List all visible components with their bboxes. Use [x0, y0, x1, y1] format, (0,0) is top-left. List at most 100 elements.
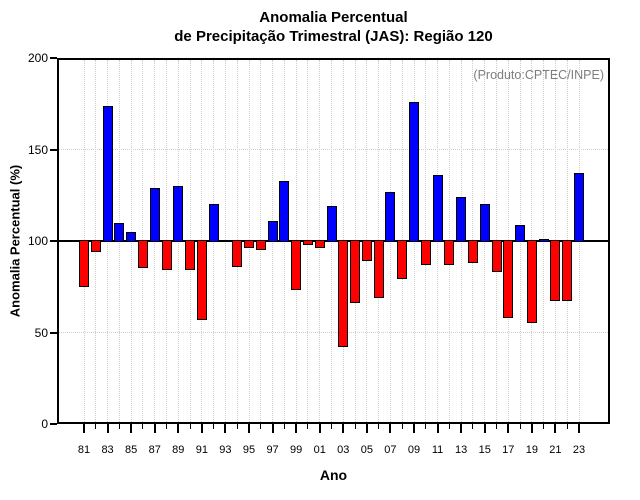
x-tick-19 — [530, 424, 533, 433]
bar-year-92 — [208, 204, 219, 242]
bar-year-01 — [314, 240, 325, 249]
bar-year-19 — [526, 240, 537, 324]
bar-year-06 — [373, 240, 384, 298]
bar-year-82 — [90, 240, 101, 252]
bar-year-11 — [432, 175, 443, 242]
x-tick-95 — [248, 424, 250, 433]
x-tick-06 — [378, 424, 380, 429]
x-tick-85 — [130, 424, 133, 433]
bar-year-94 — [232, 240, 243, 267]
bar-year-85 — [126, 231, 137, 242]
x-tick-18 — [519, 424, 521, 429]
bar-year-95 — [244, 240, 254, 249]
chart-title-line1: Anomalia Percentual — [259, 9, 408, 26]
x-tick-87 — [153, 424, 156, 433]
x-tick-81 — [83, 424, 85, 433]
bar-year-15 — [479, 204, 490, 242]
bar-year-07 — [385, 191, 396, 242]
x-tick-97 — [271, 424, 274, 433]
x-tick-21 — [554, 424, 557, 433]
bar-year-97 — [267, 220, 278, 242]
bar-year-20 — [538, 239, 549, 242]
chart-title: Anomalia Percentual de Precipitação Trim… — [57, 8, 610, 46]
bar-year-88 — [161, 240, 172, 271]
x-tick-96 — [260, 424, 262, 429]
x-tick-label-23: 23 — [572, 444, 586, 456]
bar-year-09 — [409, 101, 419, 242]
bar-year-03 — [338, 240, 349, 348]
chart-title-line2: de Precipitação Trimestral (JAS): Região… — [174, 28, 493, 45]
x-tick-98 — [283, 424, 285, 429]
x-tick-20 — [543, 424, 545, 429]
x-tick-label-09: 09 — [407, 444, 421, 456]
plot-area: (Produto:CPTEC/INPE) — [57, 58, 610, 424]
bar-year-04 — [350, 240, 361, 304]
y-tick-150 — [50, 148, 57, 151]
y-tick-label-50: 50 — [34, 325, 48, 340]
horizontal-gridline — [59, 149, 608, 150]
x-tick-label-17: 17 — [502, 444, 515, 456]
y-tick-0 — [50, 423, 57, 425]
x-tick-label-11: 11 — [431, 444, 444, 456]
bar-year-96 — [255, 240, 266, 251]
x-tick-03 — [342, 424, 345, 433]
bar-year-18 — [515, 224, 526, 242]
x-tick-88 — [166, 424, 167, 429]
x-tick-94 — [236, 424, 238, 429]
x-tick-label-13: 13 — [455, 444, 468, 456]
x-tick-label-15: 15 — [478, 444, 491, 456]
x-tick-label-03: 03 — [337, 444, 350, 456]
bar-year-21 — [550, 240, 561, 302]
x-tick-92 — [213, 424, 215, 429]
bar-year-91 — [196, 240, 207, 320]
y-tick-label-100: 100 — [27, 234, 48, 248]
x-tick-23 — [578, 424, 580, 433]
x-axis-label: Ano — [319, 467, 348, 483]
bar-year-22 — [562, 240, 573, 302]
x-tick-04 — [354, 424, 356, 429]
x-tick-84 — [118, 424, 120, 429]
x-tick-label-07: 07 — [384, 444, 397, 456]
bar-year-99 — [291, 240, 302, 291]
bar-year-84 — [114, 222, 125, 242]
x-tick-label-87: 87 — [148, 444, 161, 456]
x-tick-10 — [425, 424, 427, 429]
x-tick-14 — [472, 424, 474, 429]
x-tick-15 — [483, 424, 486, 433]
y-tick-50 — [50, 331, 57, 334]
horizontal-gridline — [59, 332, 608, 333]
x-tick-02 — [331, 424, 332, 429]
y-tick-label-150: 150 — [27, 142, 48, 157]
x-tick-01 — [318, 424, 321, 433]
x-tick-11 — [436, 424, 439, 433]
bar-year-17 — [503, 240, 514, 318]
x-tick-22 — [566, 424, 568, 429]
x-tick-label-95: 95 — [242, 444, 256, 456]
bar-year-08 — [397, 240, 408, 280]
bar-year-83 — [102, 105, 113, 242]
x-tick-label-93: 93 — [219, 444, 232, 456]
x-tick-82 — [95, 424, 97, 429]
x-tick-label-21: 21 — [549, 444, 562, 456]
x-tick-00 — [307, 424, 309, 429]
x-tick-label-99: 99 — [290, 444, 303, 456]
x-tick-83 — [106, 424, 109, 433]
x-tick-16 — [496, 424, 497, 429]
x-tick-89 — [177, 424, 180, 433]
x-tick-label-89: 89 — [172, 444, 185, 456]
x-tick-90 — [189, 424, 191, 429]
x-tick-label-83: 83 — [101, 444, 114, 456]
x-tick-label-97: 97 — [266, 444, 279, 456]
bar-year-05 — [361, 240, 372, 262]
x-tick-13 — [460, 424, 463, 433]
bar-year-16 — [491, 240, 502, 273]
x-tick-label-19: 19 — [525, 444, 538, 456]
x-tick-08 — [401, 424, 403, 429]
x-tick-17 — [507, 424, 510, 433]
bar-year-81 — [79, 240, 89, 287]
y-tick-label-0: 0 — [41, 417, 48, 431]
x-tick-99 — [295, 424, 298, 433]
x-tick-label-01: 01 — [313, 444, 326, 456]
x-tick-label-05: 05 — [360, 444, 373, 456]
x-tick-91 — [200, 424, 203, 433]
